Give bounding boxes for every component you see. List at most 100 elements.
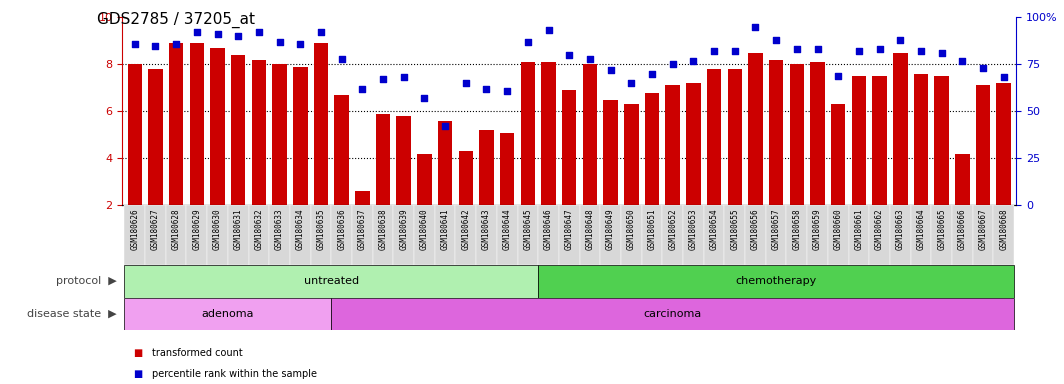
Bar	[517, 205, 538, 265]
Point	[933, 50, 950, 56]
Bar	[665, 86, 680, 205]
Bar	[289, 205, 311, 265]
Bar	[252, 60, 266, 205]
Bar	[851, 76, 866, 205]
Point	[395, 74, 412, 81]
Bar	[645, 93, 660, 205]
Bar	[766, 205, 786, 265]
Text: GDS2785 / 37205_at: GDS2785 / 37205_at	[97, 12, 254, 28]
Bar	[124, 298, 331, 330]
Point	[622, 80, 639, 86]
Bar	[394, 205, 414, 265]
Bar	[725, 205, 745, 265]
Bar	[997, 83, 1011, 205]
Text: GSM180664: GSM180664	[916, 209, 926, 250]
Text: GSM180644: GSM180644	[502, 209, 512, 250]
Point	[705, 48, 722, 54]
Bar	[128, 65, 142, 205]
Bar	[186, 205, 207, 265]
Text: GSM180637: GSM180637	[358, 209, 367, 250]
Bar	[952, 205, 972, 265]
Bar	[397, 116, 411, 205]
Point	[913, 48, 930, 54]
Text: GSM180636: GSM180636	[337, 209, 346, 250]
Bar	[893, 53, 908, 205]
Text: GSM180628: GSM180628	[171, 209, 181, 250]
Bar	[124, 265, 538, 298]
Text: adenoma: adenoma	[201, 309, 254, 319]
Text: GSM180627: GSM180627	[151, 209, 160, 250]
Text: GSM180653: GSM180653	[688, 209, 698, 250]
Text: GSM180656: GSM180656	[751, 209, 760, 250]
Point	[953, 58, 970, 64]
Bar	[355, 191, 369, 205]
Bar	[542, 62, 555, 205]
Bar	[728, 69, 742, 205]
Point	[271, 39, 288, 45]
Bar	[455, 205, 476, 265]
Bar	[124, 205, 145, 265]
Bar	[890, 205, 911, 265]
Point	[581, 56, 598, 62]
Bar	[869, 205, 890, 265]
Bar	[703, 205, 725, 265]
Bar	[376, 114, 390, 205]
Bar	[520, 62, 535, 205]
Bar	[166, 205, 186, 265]
Text: GSM180638: GSM180638	[379, 209, 387, 250]
Point	[313, 29, 330, 35]
Text: GSM180661: GSM180661	[854, 209, 863, 250]
Bar	[272, 65, 287, 205]
Bar	[706, 69, 721, 205]
Point	[602, 67, 619, 73]
Point	[209, 31, 226, 37]
Bar	[438, 121, 452, 205]
Bar	[207, 205, 228, 265]
Text: GSM180643: GSM180643	[482, 209, 491, 250]
Point	[127, 41, 144, 47]
Point	[230, 33, 247, 39]
Point	[188, 29, 205, 35]
Text: GSM180663: GSM180663	[896, 209, 904, 250]
Point	[892, 37, 909, 43]
Text: disease state  ▶: disease state ▶	[28, 309, 117, 319]
Bar	[145, 205, 166, 265]
Bar	[994, 205, 1014, 265]
Point	[147, 43, 164, 49]
Bar	[931, 205, 952, 265]
Text: GSM180645: GSM180645	[523, 209, 532, 250]
Bar	[311, 205, 331, 265]
Point	[541, 27, 558, 33]
Text: GSM180655: GSM180655	[730, 209, 739, 250]
Text: ■: ■	[133, 348, 143, 358]
Point	[416, 95, 433, 101]
Text: GSM180631: GSM180631	[234, 209, 243, 250]
Text: GSM180667: GSM180667	[979, 209, 987, 250]
Bar	[914, 74, 928, 205]
Bar	[331, 205, 352, 265]
Text: GSM180651: GSM180651	[648, 209, 656, 250]
Bar	[583, 65, 597, 205]
Bar	[662, 205, 683, 265]
Bar	[414, 205, 435, 265]
Bar	[497, 205, 517, 265]
Text: GSM180666: GSM180666	[958, 209, 967, 250]
Bar	[828, 205, 848, 265]
Point	[499, 88, 516, 94]
Text: GSM180630: GSM180630	[213, 209, 222, 250]
Bar	[808, 205, 828, 265]
Point	[767, 37, 784, 43]
Text: GSM180652: GSM180652	[668, 209, 677, 250]
Bar	[538, 265, 1014, 298]
Text: GSM180639: GSM180639	[399, 209, 409, 250]
Bar	[580, 205, 600, 265]
Bar	[538, 205, 559, 265]
Point	[664, 61, 681, 68]
Bar	[786, 205, 808, 265]
Point	[478, 86, 495, 92]
Point	[788, 46, 805, 52]
Point	[644, 71, 661, 77]
Bar	[934, 76, 949, 205]
Bar	[562, 90, 577, 205]
Bar	[189, 43, 204, 205]
